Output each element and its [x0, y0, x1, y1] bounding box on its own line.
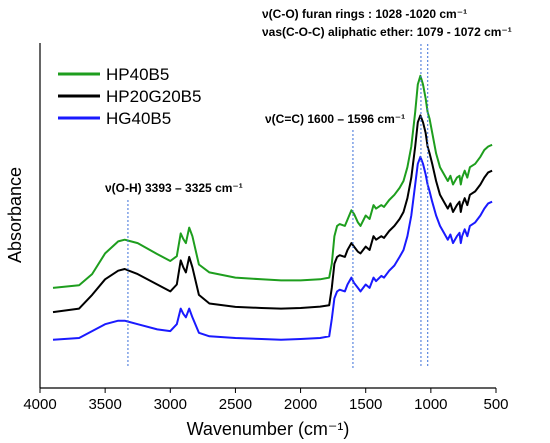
legend-label: HG40B5 [106, 109, 171, 128]
x-tick-label: 1000 [414, 396, 447, 413]
series-line-1 [52, 74, 493, 289]
x-tick-label: 2500 [219, 396, 252, 413]
x-axis-title: Wavenumber (cm⁻¹) [187, 419, 350, 439]
plot-lines [52, 74, 493, 341]
x-tick-label: 3500 [88, 396, 121, 413]
series-line-2 [52, 114, 493, 314]
series-line-3 [52, 155, 493, 341]
guide-lines [127, 44, 429, 368]
legend-label: HP40B5 [106, 65, 169, 84]
annotation-co: ν(C-O) furan rings : 1028 -1020 cm⁻¹ [262, 7, 467, 21]
x-tick-label: 500 [483, 396, 508, 413]
x-ticks: 4000 3500 3000 2500 2000 1500 1000 500 [23, 388, 509, 413]
y-axis-title: Absorbance [5, 167, 25, 263]
annotation-coc: νas(C-O-C) aliphatic ether: 1079 - 1072 … [262, 25, 512, 39]
x-tick-label: 3000 [154, 396, 187, 413]
legend: HP40B5 HP20G20B5 HG40B5 [58, 65, 201, 128]
x-tick-label: 1500 [349, 396, 382, 413]
annotation-oh: ν(O-H) 3393 – 3325 cm⁻¹ [105, 181, 243, 195]
x-tick-label: 2000 [284, 396, 317, 413]
legend-label: HP20G20B5 [106, 87, 201, 106]
annotation-cc: ν(C=C) 1600 – 1596 cm⁻¹ [265, 112, 405, 126]
x-tick-label: 4000 [23, 396, 56, 413]
